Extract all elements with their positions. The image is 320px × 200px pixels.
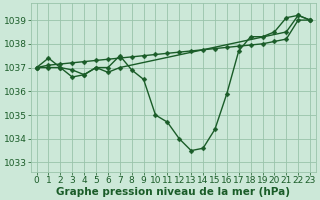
X-axis label: Graphe pression niveau de la mer (hPa): Graphe pression niveau de la mer (hPa) xyxy=(56,187,290,197)
